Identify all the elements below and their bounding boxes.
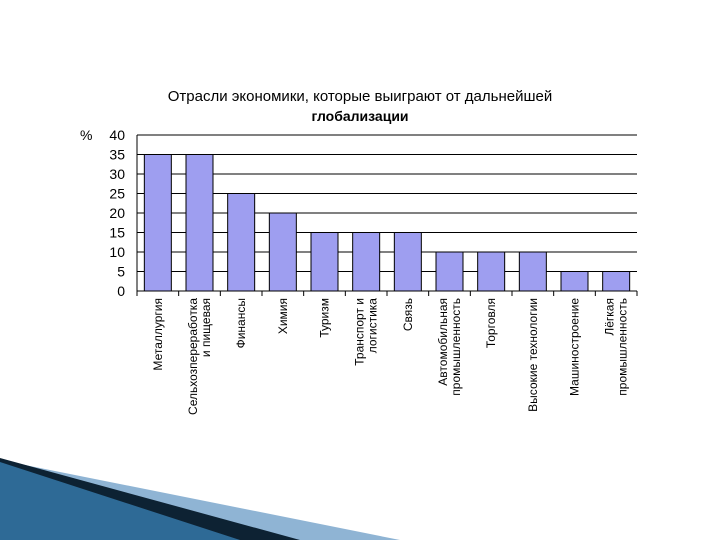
bar — [227, 193, 256, 292]
y-tick-label: 25 — [109, 186, 125, 202]
x-category-label: Автомобильная — [436, 298, 450, 386]
x-category-label: Связь — [401, 298, 415, 331]
chart-title-line-2: глобализации — [311, 108, 409, 124]
chart-title-line-1: Отрасли экономики, которые выиграют от д… — [167, 88, 553, 105]
bar — [268, 212, 297, 292]
y-tick-label: 5 — [117, 264, 125, 280]
x-category-label: Металлургия — [151, 298, 165, 371]
bar — [352, 232, 381, 292]
x-category-label: Сельхозпереработка — [186, 298, 200, 415]
x-category-label: Лёгкая — [603, 298, 617, 336]
y-tick-label: 30 — [109, 166, 125, 182]
bar — [185, 154, 214, 292]
bar — [143, 154, 172, 292]
x-category-label: Транспорт и — [353, 298, 367, 366]
bar — [310, 232, 339, 292]
bar — [560, 271, 589, 292]
y-tick-label: 0 — [117, 283, 125, 299]
bar — [477, 251, 506, 292]
x-category-label: и пищевая — [199, 298, 213, 357]
y-tick-label: 15 — [109, 225, 125, 241]
y-tick-label: 40 — [109, 127, 125, 143]
y-tick-label: 20 — [109, 205, 125, 221]
decorative-swoosh — [0, 458, 400, 540]
bar — [435, 251, 464, 292]
bar — [393, 232, 422, 292]
bar-chart: 0 5 10 15 20 25 30 35 40% Металлургия Сельхозперер… — [80, 127, 638, 415]
y-tick-label: 10 — [109, 244, 125, 260]
swoosh-dark — [0, 458, 300, 540]
x-category-label: промышленность — [449, 298, 463, 396]
bar — [518, 251, 547, 292]
bar — [602, 271, 631, 292]
x-category-label: Торговля — [484, 298, 498, 348]
x-category-label: Финансы — [234, 298, 248, 348]
y-tick-label: 35 — [109, 147, 125, 163]
x-category-label: Высокие технологии — [526, 298, 540, 412]
x-category-label: Машиностроение — [568, 298, 582, 396]
x-category-label: Туризм — [318, 298, 332, 338]
y-axis-unit-label: % — [80, 127, 92, 143]
x-category-label: промышленность — [616, 298, 630, 396]
x-category-label: логистика — [366, 298, 380, 354]
x-category-label: Химия — [276, 298, 290, 334]
